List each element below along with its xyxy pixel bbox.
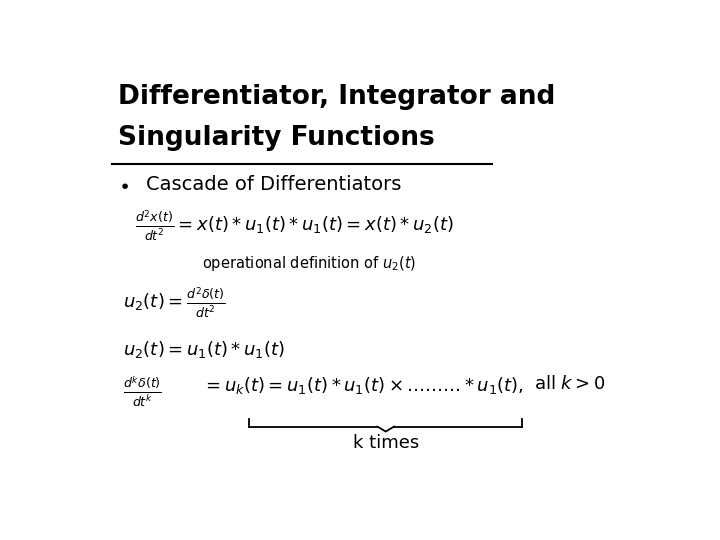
Text: Differentiator, Integrator and: Differentiator, Integrator and [118, 84, 555, 110]
Text: $\frac{d^2 x(t)}{dt^2} = x(t)*u_1(t)*u_1(t)= x(t)*u_2(t)$: $\frac{d^2 x(t)}{dt^2} = x(t)*u_1(t)*u_1… [135, 208, 454, 243]
Text: all $k>0$: all $k>0$ [534, 375, 605, 393]
Text: $\frac{d^k\delta(t)}{dt^k}$: $\frac{d^k\delta(t)}{dt^k}$ [124, 375, 163, 409]
Text: $u_2(t)= u_1(t)*u_1(t)$: $u_2(t)= u_1(t)*u_1(t)$ [124, 339, 285, 360]
Text: $u_2(t)= \frac{d^2\delta(t)}{dt^2}$: $u_2(t)= \frac{d^2\delta(t)}{dt^2}$ [124, 285, 226, 320]
Text: k times: k times [353, 434, 419, 451]
Text: Cascade of Differentiators: Cascade of Differentiators [145, 175, 401, 194]
Text: Singularity Functions: Singularity Functions [118, 125, 435, 151]
Text: $\bullet$: $\bullet$ [118, 175, 129, 194]
Text: operational definition of $u_2(t)$: operational definition of $u_2(t)$ [202, 254, 415, 273]
Text: $=u_k(t)=u_1(t)*u_1(t)\times\ldots\ldots\ldots *u_1(t),$: $=u_k(t)=u_1(t)*u_1(t)\times\ldots\ldots… [202, 375, 523, 396]
